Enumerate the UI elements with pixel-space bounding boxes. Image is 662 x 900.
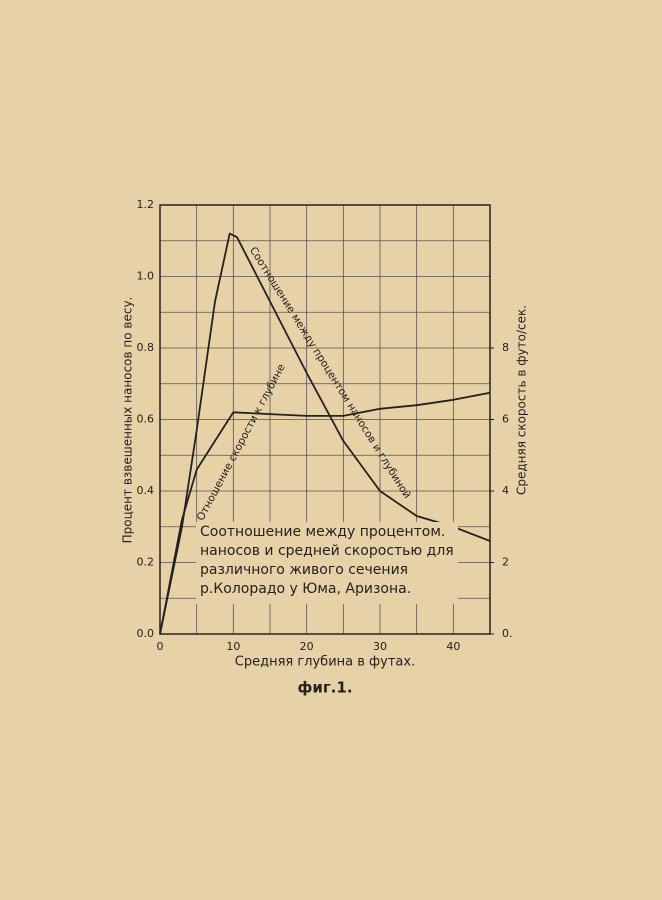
y-tick-label: 0.2 bbox=[137, 556, 155, 569]
annotation: различного живого сечения bbox=[200, 562, 408, 578]
series-line bbox=[159, 391, 491, 635]
y-tick-label: 0.6 bbox=[137, 413, 155, 426]
y-axis-label: Процент взвешенных наносов по весу. bbox=[121, 297, 135, 544]
y2-tick-label: 4 bbox=[502, 484, 509, 497]
x-axis-label: Средняя глубина в футах. bbox=[235, 655, 415, 670]
annotation: Соотношение между процентом. bbox=[200, 524, 445, 540]
y2-tick-label: 0. bbox=[502, 627, 513, 640]
y2-axis-label: Средняя скорость в футо/сек. bbox=[515, 305, 529, 495]
x-tick-label: 20 bbox=[300, 640, 314, 653]
y2-tick-label: 6 bbox=[502, 413, 509, 426]
x-tick-label: 40 bbox=[446, 640, 460, 653]
y2-tick-label: 2 bbox=[502, 556, 509, 569]
y-tick-label: 0.0 bbox=[137, 627, 155, 640]
y-tick-label: 1.2 bbox=[137, 198, 155, 211]
y-tick-label: 0.4 bbox=[137, 484, 155, 497]
caption: фиг.1. bbox=[297, 679, 352, 697]
y-tick-label: 0.8 bbox=[137, 341, 155, 354]
plot-frame bbox=[159, 204, 491, 635]
annotation-bg bbox=[196, 522, 458, 604]
annotation: р.Колорадо у Юма, Аризона. bbox=[200, 581, 411, 597]
series-line bbox=[159, 232, 491, 635]
annotation: наносов и средней скоростью для bbox=[200, 543, 454, 559]
x-tick-label: 30 bbox=[373, 640, 387, 653]
x-tick-label: 0 bbox=[157, 640, 164, 653]
y2-tick-label: 8 bbox=[502, 341, 509, 354]
x-tick-label: 10 bbox=[226, 640, 240, 653]
y-tick-label: 1.0 bbox=[137, 270, 155, 283]
